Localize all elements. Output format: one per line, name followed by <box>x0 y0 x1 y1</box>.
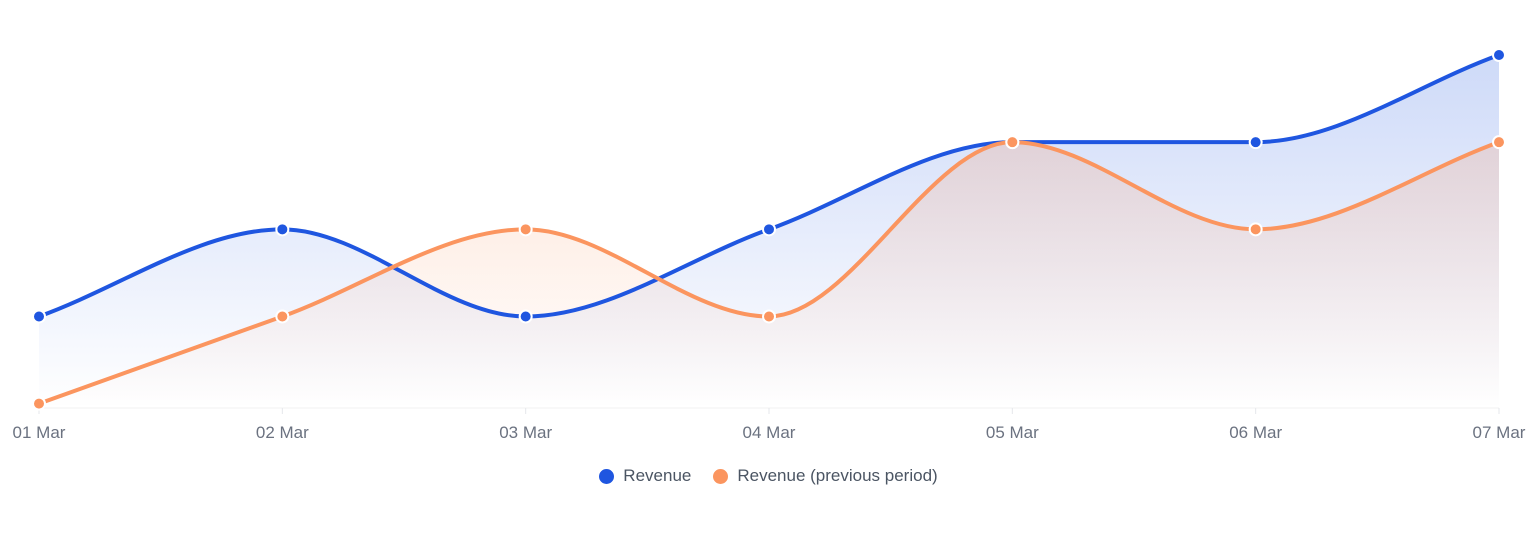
series-points <box>32 48 1506 411</box>
legend-label-previous-revenue: Revenue (previous period) <box>737 466 938 485</box>
area-fill-previous-revenue <box>39 142 1499 408</box>
legend-item-revenue[interactable]: Revenue <box>599 466 691 486</box>
x-tick-label-6: 06 Mar <box>1229 423 1282 442</box>
x-tick-label-1: 01 Mar <box>13 423 66 442</box>
data-point-revenue-6[interactable] <box>1248 135 1263 150</box>
data-point-previous-revenue-5[interactable] <box>1005 135 1020 150</box>
chart-legend: Revenue Revenue (previous period) <box>0 466 1537 486</box>
x-tick-label-2: 02 Mar <box>256 423 309 442</box>
legend-marker-previous-revenue <box>713 468 729 484</box>
x-axis-labels: 01 Mar 02 Mar 03 Mar 04 Mar 05 Mar 06 Mar 07 M… <box>13 423 1526 442</box>
data-point-previous-revenue-6[interactable] <box>1248 222 1263 237</box>
x-tick-label-5: 05 Mar <box>986 423 1039 442</box>
legend-marker-revenue <box>599 468 615 484</box>
legend-label-revenue: Revenue <box>623 466 692 485</box>
x-tick-label-4: 04 Mar <box>743 423 796 442</box>
x-tick-label-7: 07 Mar <box>1473 423 1526 442</box>
data-point-previous-revenue-3[interactable] <box>518 222 533 237</box>
data-point-revenue-2[interactable] <box>275 222 290 237</box>
data-point-previous-revenue-7[interactable] <box>1492 135 1506 150</box>
data-point-previous-revenue-1[interactable] <box>32 396 46 411</box>
legend-item-previous-revenue[interactable]: Revenue (previous period) <box>713 466 938 486</box>
data-point-revenue-7[interactable] <box>1492 48 1506 62</box>
data-point-previous-revenue-4[interactable] <box>762 309 776 324</box>
data-point-revenue-1[interactable] <box>32 309 46 324</box>
x-axis-ticks <box>38 408 1500 414</box>
data-point-revenue-4[interactable] <box>762 222 776 237</box>
data-point-previous-revenue-2[interactable] <box>275 309 290 324</box>
data-point-revenue-3[interactable] <box>518 309 533 324</box>
x-tick-label-3: 03 Mar <box>499 423 552 442</box>
